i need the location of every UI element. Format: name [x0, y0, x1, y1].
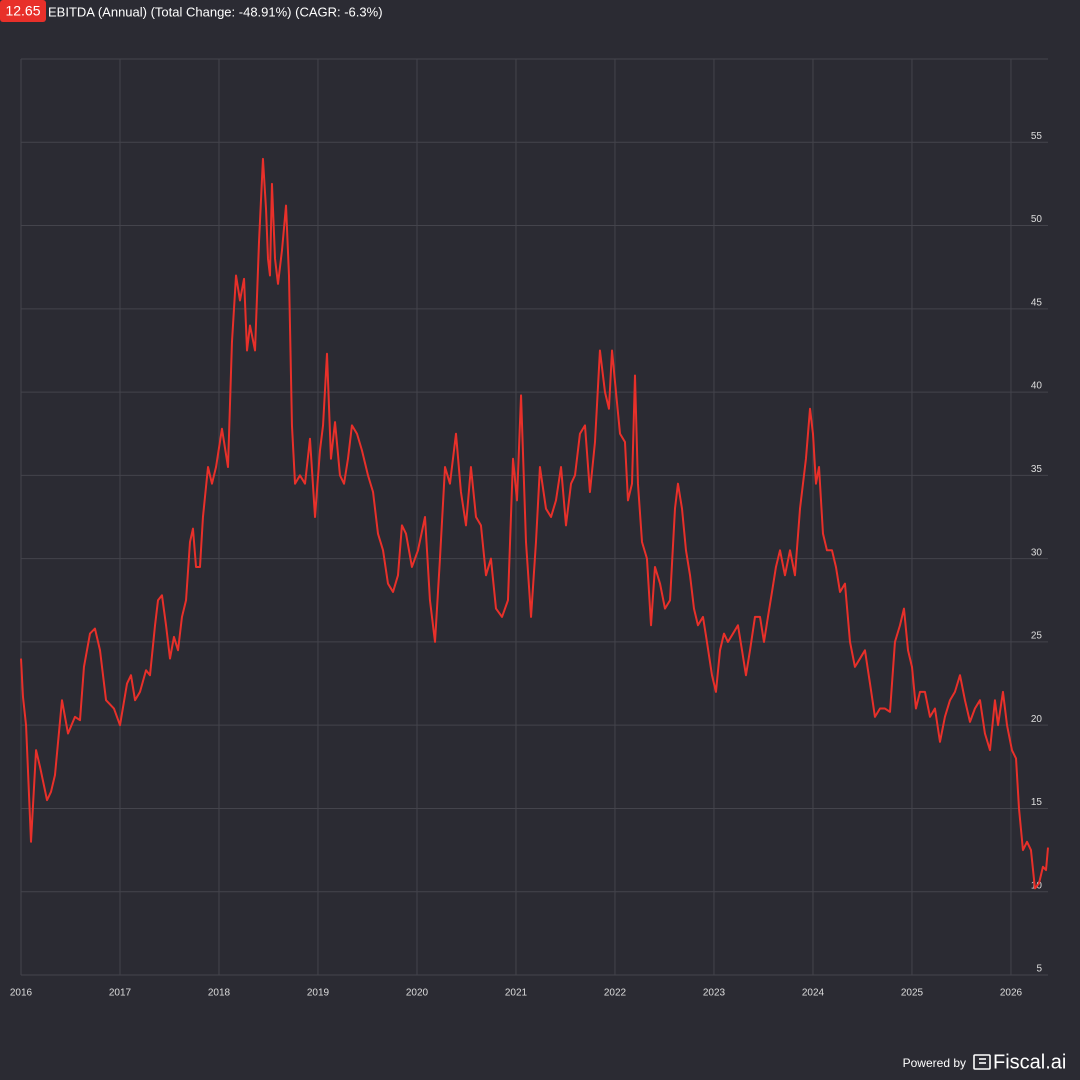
y-tick-label: 15 [1031, 797, 1043, 808]
y-tick-label: 45 [1031, 297, 1043, 308]
x-tick-label: 2022 [604, 988, 627, 999]
x-tick-label: 2025 [901, 988, 924, 999]
x-tick-label: 2021 [505, 988, 528, 999]
x-tick-label: 2024 [802, 988, 825, 999]
last-value-label: 12.65 [5, 3, 40, 19]
y-tick-label: 40 [1031, 381, 1043, 392]
y-tick-label: 55 [1031, 131, 1043, 142]
data-line [20, 157, 1049, 890]
y-tick-label: 30 [1031, 547, 1043, 558]
x-tick-label: 2019 [307, 988, 330, 999]
y-tick-label: 50 [1031, 214, 1043, 225]
y-tick-label: 5 [1036, 964, 1042, 975]
grid [20, 59, 1048, 976]
powered-by: Powered by [903, 1056, 966, 1070]
y-tick-label: 20 [1031, 714, 1043, 725]
y-tick-label: 25 [1031, 631, 1043, 642]
x-tick-label: 2018 [208, 988, 231, 999]
brand-name: Fiscal.ai [993, 1051, 1066, 1073]
x-tick-label: 2023 [703, 988, 726, 999]
x-tick-label: 2016 [10, 988, 33, 999]
x-tick-label: 2020 [406, 988, 429, 999]
chart-title: EBITDA (Annual) (Total Change: -48.91%) … [48, 4, 383, 19]
x-tick-label: 2026 [1000, 988, 1023, 999]
brand-logo [973, 1054, 991, 1070]
last-value-badge [0, 0, 46, 22]
y-tick-label: 35 [1031, 464, 1043, 475]
x-tick-label: 2017 [109, 988, 132, 999]
